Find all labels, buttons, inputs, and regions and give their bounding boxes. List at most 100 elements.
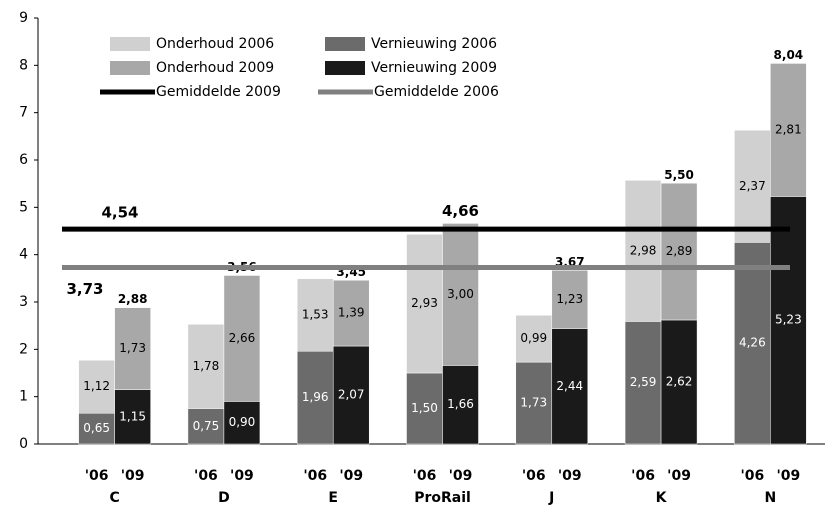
legend-label: Onderhoud 2009: [156, 60, 274, 76]
y-tick-label: 9: [19, 10, 28, 26]
subcategory-label: '06: [85, 468, 109, 484]
y-tick-label: 1: [19, 389, 28, 405]
value-label: 0,99: [520, 331, 547, 345]
value-label: 2,98: [630, 243, 657, 257]
value-label: 1,50: [411, 401, 438, 415]
legend-swatch: [110, 37, 150, 51]
legend-label: Vernieuwing 2009: [371, 60, 497, 76]
bar-segment: [551, 270, 589, 329]
bar-segment: [734, 242, 771, 445]
bar-segment: [660, 319, 698, 445]
value-label: 2,93: [411, 296, 438, 310]
bar-segment: [734, 129, 771, 243]
value-label: 2,66: [229, 331, 256, 345]
bar-segment: [406, 234, 443, 374]
bar-segment: [770, 63, 807, 197]
value-label: 0,75: [193, 419, 220, 433]
value-label: 1,73: [520, 396, 547, 410]
value-label: 1,73: [119, 341, 146, 355]
value-label: 2,59: [630, 375, 657, 389]
value-label: 2,81: [775, 122, 802, 136]
value-label: 3,00: [447, 287, 474, 301]
bar-segment: [223, 275, 261, 402]
value-label: 4,26: [739, 336, 766, 350]
value-label: 2,44: [556, 379, 583, 393]
bar-segment: [515, 315, 553, 363]
value-label: 2,37: [739, 179, 766, 193]
subcategory-label: '06: [413, 468, 437, 484]
bar-segment: [114, 307, 151, 390]
category-label: ProRail: [414, 490, 471, 506]
subcategory-label: '09: [776, 468, 800, 484]
total-label: 8,04: [774, 48, 804, 62]
bar-segment: [78, 359, 115, 414]
bar-segment: [332, 345, 370, 445]
bar-segment: [624, 180, 662, 322]
bar-segment: [187, 323, 225, 409]
value-label: 1,12: [83, 379, 110, 393]
y-tick-label: 4: [19, 247, 28, 263]
value-label: 0,90: [229, 415, 256, 429]
value-label: 2,62: [666, 374, 693, 388]
subcategory-label: '09: [230, 468, 254, 484]
bar-segment: [515, 361, 553, 445]
category-label: E: [328, 490, 338, 506]
legend-swatch: [325, 61, 365, 75]
total-label: 4,66: [442, 202, 479, 220]
average-label: 3,73: [66, 280, 103, 298]
bar-segment: [296, 350, 334, 445]
bar-segment: [223, 401, 261, 445]
category-label: C: [110, 490, 120, 506]
subcategory-label: '06: [522, 468, 546, 484]
y-tick-label: 6: [19, 152, 28, 168]
value-label: 0,65: [83, 421, 110, 435]
subcategory-label: '09: [121, 468, 145, 484]
value-label: 2,07: [338, 388, 365, 402]
value-label: 1,96: [302, 390, 329, 404]
bar-segment: [624, 321, 662, 445]
total-label: 5,50: [664, 168, 694, 182]
bar-segment: [770, 196, 807, 445]
value-label: 1,39: [338, 306, 365, 320]
y-tick-label: 0: [19, 436, 28, 452]
bar-segment: [332, 279, 370, 347]
legend-label: Onderhoud 2006: [156, 36, 274, 52]
value-label: 1,66: [447, 397, 474, 411]
legend-swatch: [110, 61, 150, 75]
subcategory-label: '09: [339, 468, 363, 484]
y-tick-label: 2: [19, 341, 28, 357]
subcategory-label: '06: [631, 468, 655, 484]
value-label: 1,23: [556, 292, 583, 306]
subcategory-label: '09: [558, 468, 582, 484]
value-label: 5,23: [775, 313, 802, 327]
bar-segment: [78, 412, 115, 445]
bar-segment: [442, 223, 479, 366]
bar-segment: [660, 182, 698, 321]
legend-label: Gemiddelde 2009: [156, 84, 281, 100]
value-label: 1,53: [302, 308, 329, 322]
category-label: D: [218, 490, 230, 506]
subcategory-label: '09: [449, 468, 473, 484]
legend-label: Gemiddelde 2006: [374, 84, 499, 100]
category-label: N: [764, 490, 776, 506]
subcategory-label: '06: [740, 468, 764, 484]
average-label: 4,54: [101, 204, 138, 222]
subcategory-label: '06: [194, 468, 218, 484]
value-label: 1,78: [193, 359, 220, 373]
value-label: 1,15: [119, 409, 146, 423]
subcategory-label: '06: [303, 468, 327, 484]
bar-segment: [551, 328, 589, 445]
legend-swatch: [325, 37, 365, 51]
y-tick-label: 3: [19, 294, 28, 310]
category-label: K: [656, 490, 668, 506]
legend-label: Vernieuwing 2006: [371, 36, 497, 52]
bar-segment: [187, 408, 225, 445]
y-tick-label: 5: [19, 199, 28, 215]
category-label: J: [548, 490, 554, 506]
bar-segment: [442, 365, 479, 445]
subcategory-label: '09: [667, 468, 691, 484]
y-tick-label: 7: [19, 105, 28, 121]
y-tick-label: 8: [19, 57, 28, 73]
total-label: 2,88: [118, 292, 148, 306]
